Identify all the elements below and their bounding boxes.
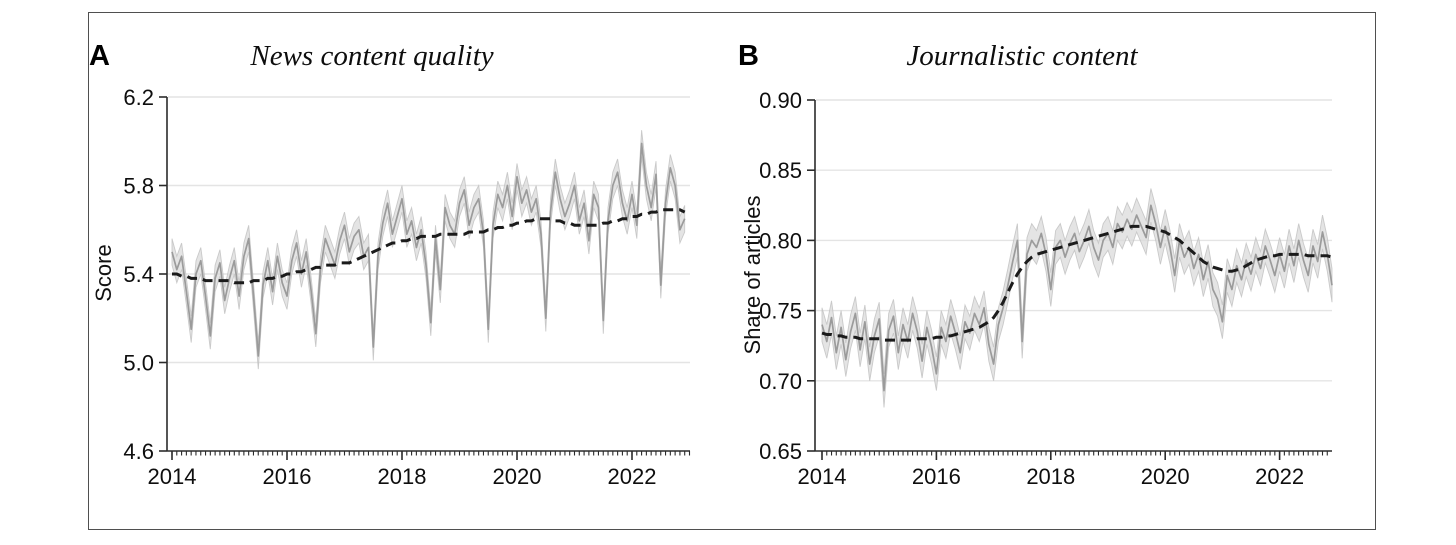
x-tick-label: 2014 (148, 464, 197, 489)
x-tick-label: 2020 (493, 464, 542, 489)
y-tick-label: 0.80 (759, 228, 802, 253)
x-tick-label: 2016 (912, 464, 961, 489)
panel-b-letter: B (738, 40, 759, 72)
panel-a-y-axis-title: Score (91, 244, 116, 302)
panel-a-plot: 4.6 5.0 5.4 5.8 6.2 2014 2016 2018 2020 2022 (123, 85, 691, 489)
panel-a-letter: A (89, 40, 110, 72)
y-tick-label: 0.85 (759, 158, 802, 183)
y-tick-label: 0.65 (759, 439, 802, 464)
y-tick-label: 0.70 (759, 369, 802, 394)
x-tick-label: 2018 (1026, 464, 1075, 489)
x-tick-label: 2014 (798, 464, 847, 489)
y-tick-label: 6.2 (123, 85, 154, 110)
panel-b-y-axis-title: Share of articles (740, 195, 765, 355)
y-tick-label: 4.6 (123, 439, 154, 464)
y-tick-label: 5.4 (123, 262, 154, 287)
x-tick-label: 2022 (608, 464, 657, 489)
panel-a-title: News content quality (250, 40, 494, 72)
x-tick-label: 2016 (263, 464, 312, 489)
y-tick-label: 5.8 (123, 174, 154, 199)
y-tick-label: 5.0 (123, 351, 154, 376)
monthly-series-line (171, 142, 686, 357)
panel-b-plot: 0.65 0.70 0.75 0.80 0.85 0.90 2014 2016 2018 2020… (759, 88, 1333, 489)
confidence-band (821, 188, 1333, 408)
confidence-band (171, 130, 686, 370)
x-tick-label: 2022 (1255, 464, 1304, 489)
trend-line (172, 208, 686, 285)
y-tick-label: 0.75 (759, 299, 802, 324)
trend-line (821, 224, 1333, 342)
x-tick-label: 2020 (1141, 464, 1190, 489)
y-tick-label: 0.90 (759, 88, 802, 113)
panel-b-title: Journalistic content (906, 40, 1138, 72)
x-tick-label: 2018 (378, 464, 427, 489)
